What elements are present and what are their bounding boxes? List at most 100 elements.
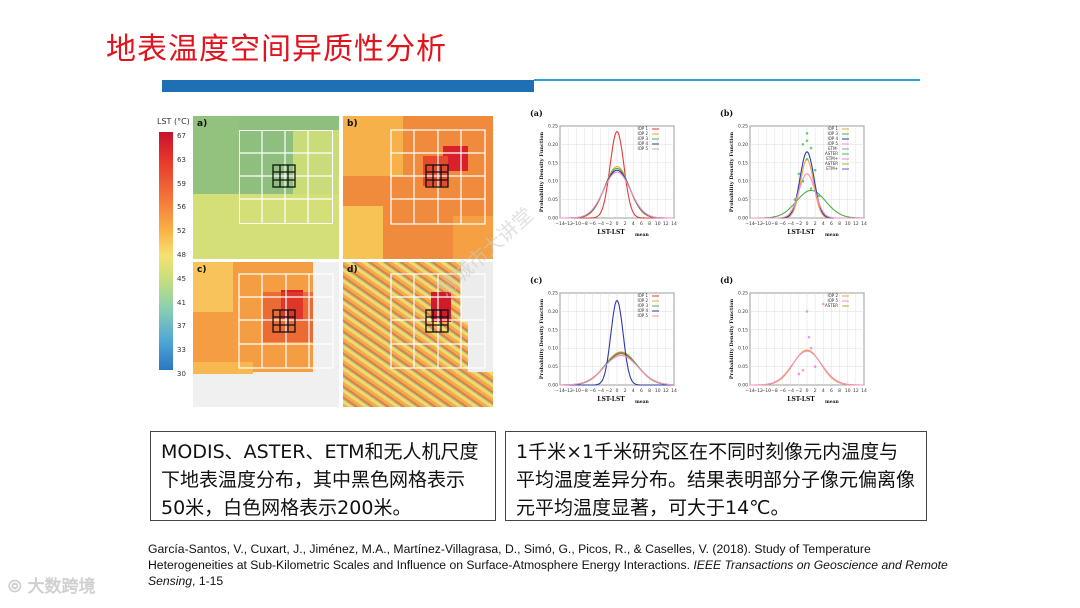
x-tick-label: 8 (648, 388, 651, 394)
x-tick-label: 2 (814, 388, 817, 394)
y-tick-label: 0.15 (548, 160, 558, 166)
y-tick-label: 0.05 (548, 364, 558, 370)
x-tick-label: −14 (745, 221, 755, 227)
citation-pages: , 1-15 (192, 574, 224, 588)
legend-label: IOP 5 (827, 141, 838, 146)
x-tick-label: 10 (655, 388, 661, 394)
citation-journal: IEEE Transactions on Geoscience and Remo… (148, 558, 948, 588)
y-tick-label: 0.05 (738, 364, 748, 370)
x-tick-label: 6 (640, 221, 643, 227)
x-tick-label: 0 (616, 221, 619, 227)
legend-label: ASTER (825, 303, 838, 308)
pdf-chart: (c) −14−12−10 −8 −6 −4 −2 0 2 4 6 8 10 12 14 0.00 0.05 0… (530, 275, 677, 405)
y-tick-label: 0.00 (548, 383, 558, 389)
map-label: c) (197, 265, 207, 275)
colorbar-tick-label: 63 (177, 155, 186, 164)
x-axis-label-sub: mean (635, 233, 650, 238)
map-c: c) (193, 262, 339, 407)
y-tick-label: 0.25 (548, 291, 558, 297)
x-tick-label: 4 (822, 388, 825, 394)
lst-map-figure: LST (°C) 67 63 59 56 52 48 45 41 37 33 30 a) (155, 112, 495, 410)
x-tick-label: −14 (555, 388, 565, 394)
scatter-point (801, 143, 805, 146)
x-tick-label: −8 (581, 388, 588, 394)
scatter-point (805, 132, 809, 135)
x-tick-label: −2 (796, 388, 803, 394)
x-tick-label: 2 (624, 388, 627, 394)
x-tick-label: 12 (663, 388, 669, 394)
x-tick-label: 14 (671, 388, 677, 394)
scatter-point (797, 172, 801, 176)
scatter-point (797, 372, 801, 376)
x-tick-label: −10 (762, 221, 772, 227)
scatter-point (813, 168, 817, 172)
x-tick-label: 6 (830, 388, 833, 394)
map-label: d) (347, 265, 358, 275)
x-tick-label: 4 (822, 221, 825, 227)
x-axis-label: LST-LST (597, 229, 625, 236)
x-tick-label: −14 (555, 221, 565, 227)
scatter-point (805, 310, 809, 313)
y-tick-label: 0.10 (548, 346, 558, 352)
scatter-point (801, 179, 805, 183)
scatter-point (793, 198, 797, 201)
x-tick-label: −2 (606, 388, 613, 394)
x-axis-label-sub: mean (635, 400, 650, 405)
y-axis-label: Probability Density Function (729, 131, 735, 212)
y-tick-label: 0.00 (738, 216, 748, 222)
pdf-chart: (d) −14−12−10 −8 −6 −4 −2 0 2 4 6 8 10 12 14 0.00 0.05 0… (720, 275, 867, 405)
citation-authors-title: García-Santos, V., Cuxart, J., Jiménez, … (148, 542, 871, 572)
title-underline-thin (534, 79, 920, 81)
legend-label: IOP 5 (637, 146, 648, 151)
scatter-point (805, 157, 809, 161)
scatter-point (809, 346, 813, 350)
x-tick-label: 4 (632, 388, 635, 394)
legend-label: ASTER (825, 161, 838, 166)
x-tick-label: 6 (830, 221, 833, 227)
x-tick-label: 14 (861, 388, 867, 394)
series-line (750, 350, 864, 386)
colorbar (159, 132, 173, 370)
colorbar-title: LST (°C) (157, 117, 190, 126)
y-tick-label: 0.10 (738, 179, 748, 185)
colorbar-tick-label: 48 (177, 251, 186, 259)
x-tick-label: −10 (762, 388, 772, 394)
legend-label: IOP 4 (637, 308, 648, 313)
legend-label: IOP 2 (827, 293, 838, 298)
legend-label: ETM- (828, 146, 838, 151)
x-tick-label: −2 (796, 221, 803, 227)
chart-panel-label: (c) (530, 275, 543, 285)
x-tick-label: −12 (753, 221, 763, 227)
y-tick-label: 0.20 (548, 142, 558, 148)
x-tick-label: −14 (745, 388, 755, 394)
pdf-chart: (a) −14−12−10 −8 −6 −4 −2 0 2 4 6 8 10 12 14 0.00 0.05 0… (530, 108, 677, 238)
x-tick-label: −4 (597, 221, 604, 227)
y-tick-label: 0.15 (738, 327, 748, 333)
y-tick-label: 0.10 (738, 346, 748, 352)
x-tick-label: −4 (787, 388, 794, 394)
y-tick-label: 0.05 (548, 197, 558, 203)
chart-panel-label: (d) (720, 275, 733, 285)
legend-label: IOP 2 (637, 298, 648, 303)
map-label: b) (347, 119, 358, 129)
x-tick-label: −12 (753, 388, 763, 394)
x-tick-label: 0 (616, 388, 619, 394)
x-tick-label: −12 (563, 388, 573, 394)
x-tick-label: 4 (632, 221, 635, 227)
y-tick-label: 0.20 (738, 309, 748, 315)
colorbar-tick-label: 59 (177, 179, 186, 188)
map-d: d) (343, 262, 493, 407)
scatter-point (805, 139, 809, 143)
x-tick-label: −6 (589, 388, 596, 394)
series-line (560, 355, 675, 386)
x-tick-label: 12 (663, 221, 669, 227)
y-axis-label: Probability Density Function (729, 298, 735, 379)
y-tick-label: 0.15 (738, 160, 748, 166)
scatter-point (813, 365, 817, 368)
y-tick-label: 0.20 (548, 309, 558, 315)
y-tick-label: 0.20 (738, 142, 748, 148)
y-axis-label: Probability Density Function (539, 131, 545, 212)
x-axis-label: LST-LST (787, 229, 815, 236)
series-line (560, 171, 674, 219)
map-label: a) (197, 119, 208, 129)
